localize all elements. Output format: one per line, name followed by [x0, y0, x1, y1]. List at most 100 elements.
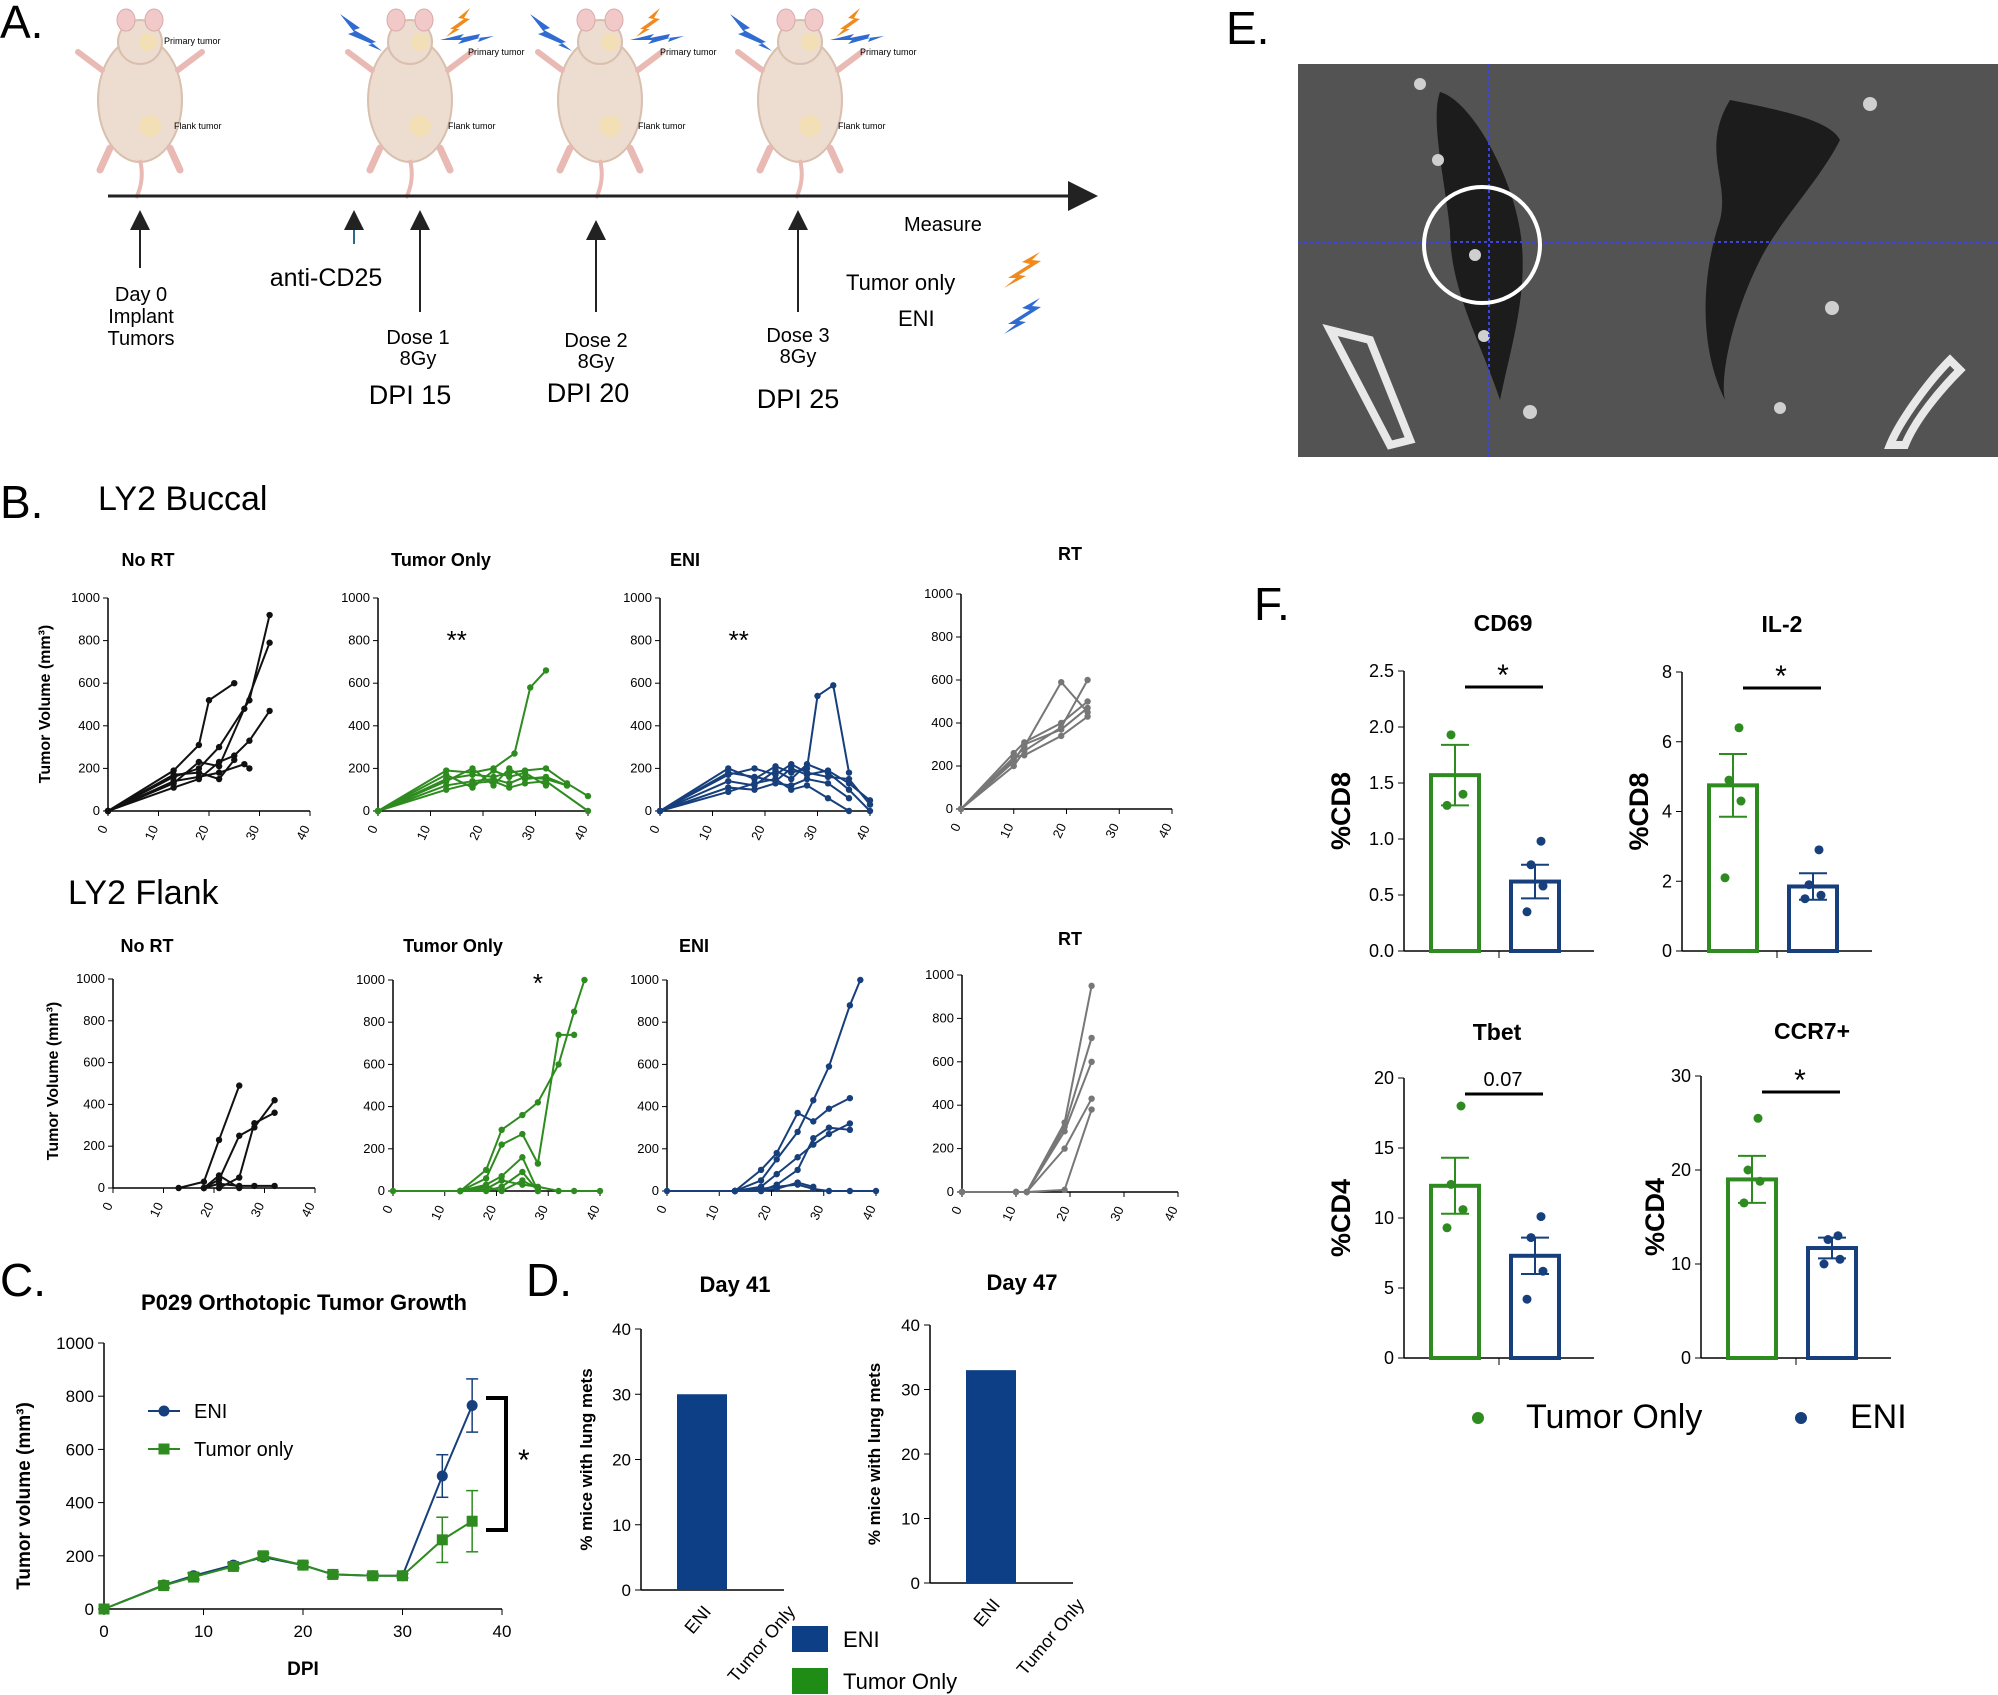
flank-tumor-icon	[409, 115, 431, 137]
dose2-line1: Dose 2	[564, 330, 627, 352]
data-point	[1536, 1212, 1546, 1222]
data-point	[511, 750, 518, 757]
data-point	[751, 780, 758, 787]
x-tick-label: 0	[99, 1200, 116, 1213]
x-tick-label: 40	[853, 823, 873, 842]
dose1-dpi: DPI 15	[369, 380, 452, 410]
data-point	[1061, 1186, 1068, 1194]
data-point	[1456, 1101, 1466, 1111]
data-point	[757, 1177, 765, 1184]
data-point	[200, 1184, 208, 1192]
F-CD69-chart: CD69 0.0 0.5 1.0 1.5 2.0 2.5 %CD8 *	[1326, 610, 1594, 961]
y-tick-label: 200	[932, 1141, 954, 1156]
series-line	[459, 1033, 575, 1192]
y-tick-label: 40	[901, 1316, 920, 1335]
panel-a: A. Primary tumor Flank tumor Primary tum…	[0, 0, 1098, 414]
y-tick-label: 1000	[56, 1334, 94, 1353]
significance-annotation: *	[533, 968, 543, 998]
x-tick-label: 0	[947, 821, 964, 834]
x-tick-label: 30	[519, 823, 539, 842]
data-point	[957, 805, 965, 813]
data-point	[846, 1126, 854, 1134]
data-point	[498, 1126, 505, 1134]
data-point	[1734, 723, 1744, 733]
data-point	[1538, 881, 1548, 891]
y-tick-label: 600	[637, 1056, 659, 1071]
y-tick-label: 0	[85, 1600, 94, 1619]
data-point	[195, 741, 203, 749]
data-point	[374, 807, 382, 815]
legend-label: ENI	[843, 1627, 880, 1652]
data-point	[215, 758, 223, 766]
y-axis-label: %CD4	[1640, 1178, 1670, 1256]
series-line	[734, 1122, 851, 1192]
data-point	[958, 1188, 966, 1196]
ct-highlight-circle	[1422, 185, 1542, 305]
data-point	[555, 1031, 562, 1039]
y-tick-label: 1000	[76, 971, 105, 986]
data-point	[570, 1031, 578, 1039]
data-point	[773, 1185, 780, 1193]
y-tick-label: 30	[612, 1385, 631, 1404]
series-line	[103, 1405, 474, 1610]
data-point	[498, 1177, 505, 1184]
series-line	[960, 715, 1089, 810]
data-point	[521, 769, 529, 776]
significance-annotation: *	[1775, 660, 1787, 693]
data-point	[231, 680, 238, 687]
x-tick-label: 30	[807, 1203, 827, 1222]
mouse-label-flank: Flank tumor	[838, 121, 886, 131]
series-line	[962, 1109, 1093, 1193]
data-point	[506, 773, 513, 781]
data-point	[1084, 676, 1091, 684]
y-tick-label: 0	[1662, 941, 1672, 961]
series-line	[667, 979, 862, 1192]
data-point	[469, 771, 476, 778]
legend-swatch	[792, 1626, 828, 1652]
data-point	[794, 1179, 801, 1186]
primary-tumor-icon	[139, 33, 157, 51]
data-point	[527, 684, 534, 691]
data-point	[1058, 732, 1065, 740]
data-point	[482, 1187, 490, 1195]
data-point	[1058, 678, 1065, 686]
y-tick-label: 0	[378, 1183, 385, 1198]
panel-f-label: F.	[1254, 578, 1290, 630]
data-point	[824, 780, 832, 787]
C-chart: P029 Orthotopic Tumor Growth020040060080…	[14, 1290, 530, 1680]
x-tick-label: ENI	[969, 1595, 1004, 1631]
data-point	[436, 1470, 448, 1482]
y-tick-label: 30	[1671, 1066, 1691, 1086]
data-point	[751, 773, 758, 781]
data-point	[195, 773, 203, 781]
series-line	[393, 979, 586, 1192]
data-point	[1835, 1254, 1845, 1264]
data-point	[104, 807, 112, 815]
y-tick-label: 400	[78, 718, 100, 733]
y-tick-label: 0.5	[1369, 885, 1394, 905]
chart-title: ENI	[679, 936, 709, 956]
y-tick-label: 200	[630, 760, 652, 775]
data-point	[570, 1008, 578, 1015]
data-point	[175, 1184, 182, 1192]
data-point	[1538, 1266, 1548, 1276]
primary-tumor-icon	[411, 33, 429, 51]
data-point	[251, 1120, 258, 1127]
data-point	[542, 765, 550, 772]
data-point	[757, 1166, 765, 1174]
data-point	[1446, 1179, 1456, 1189]
y-tick-label: 0	[645, 803, 652, 818]
data-point	[1021, 752, 1028, 759]
data-point	[1536, 836, 1546, 846]
data-point	[519, 1168, 526, 1176]
x-tick-label: 40	[1155, 821, 1175, 840]
y-tick-label: 800	[66, 1387, 94, 1406]
x-tick-label: 0	[99, 1622, 108, 1641]
ct-scan-image	[1298, 64, 1998, 457]
x-tick-label: 40	[493, 1622, 512, 1641]
data-point	[772, 775, 779, 783]
B-buccal-noRT-chart: No RT 0 200 400 600 800 1000 0 10 20 30 40	[71, 550, 313, 842]
data-point	[825, 1105, 833, 1112]
data-point	[725, 769, 732, 776]
